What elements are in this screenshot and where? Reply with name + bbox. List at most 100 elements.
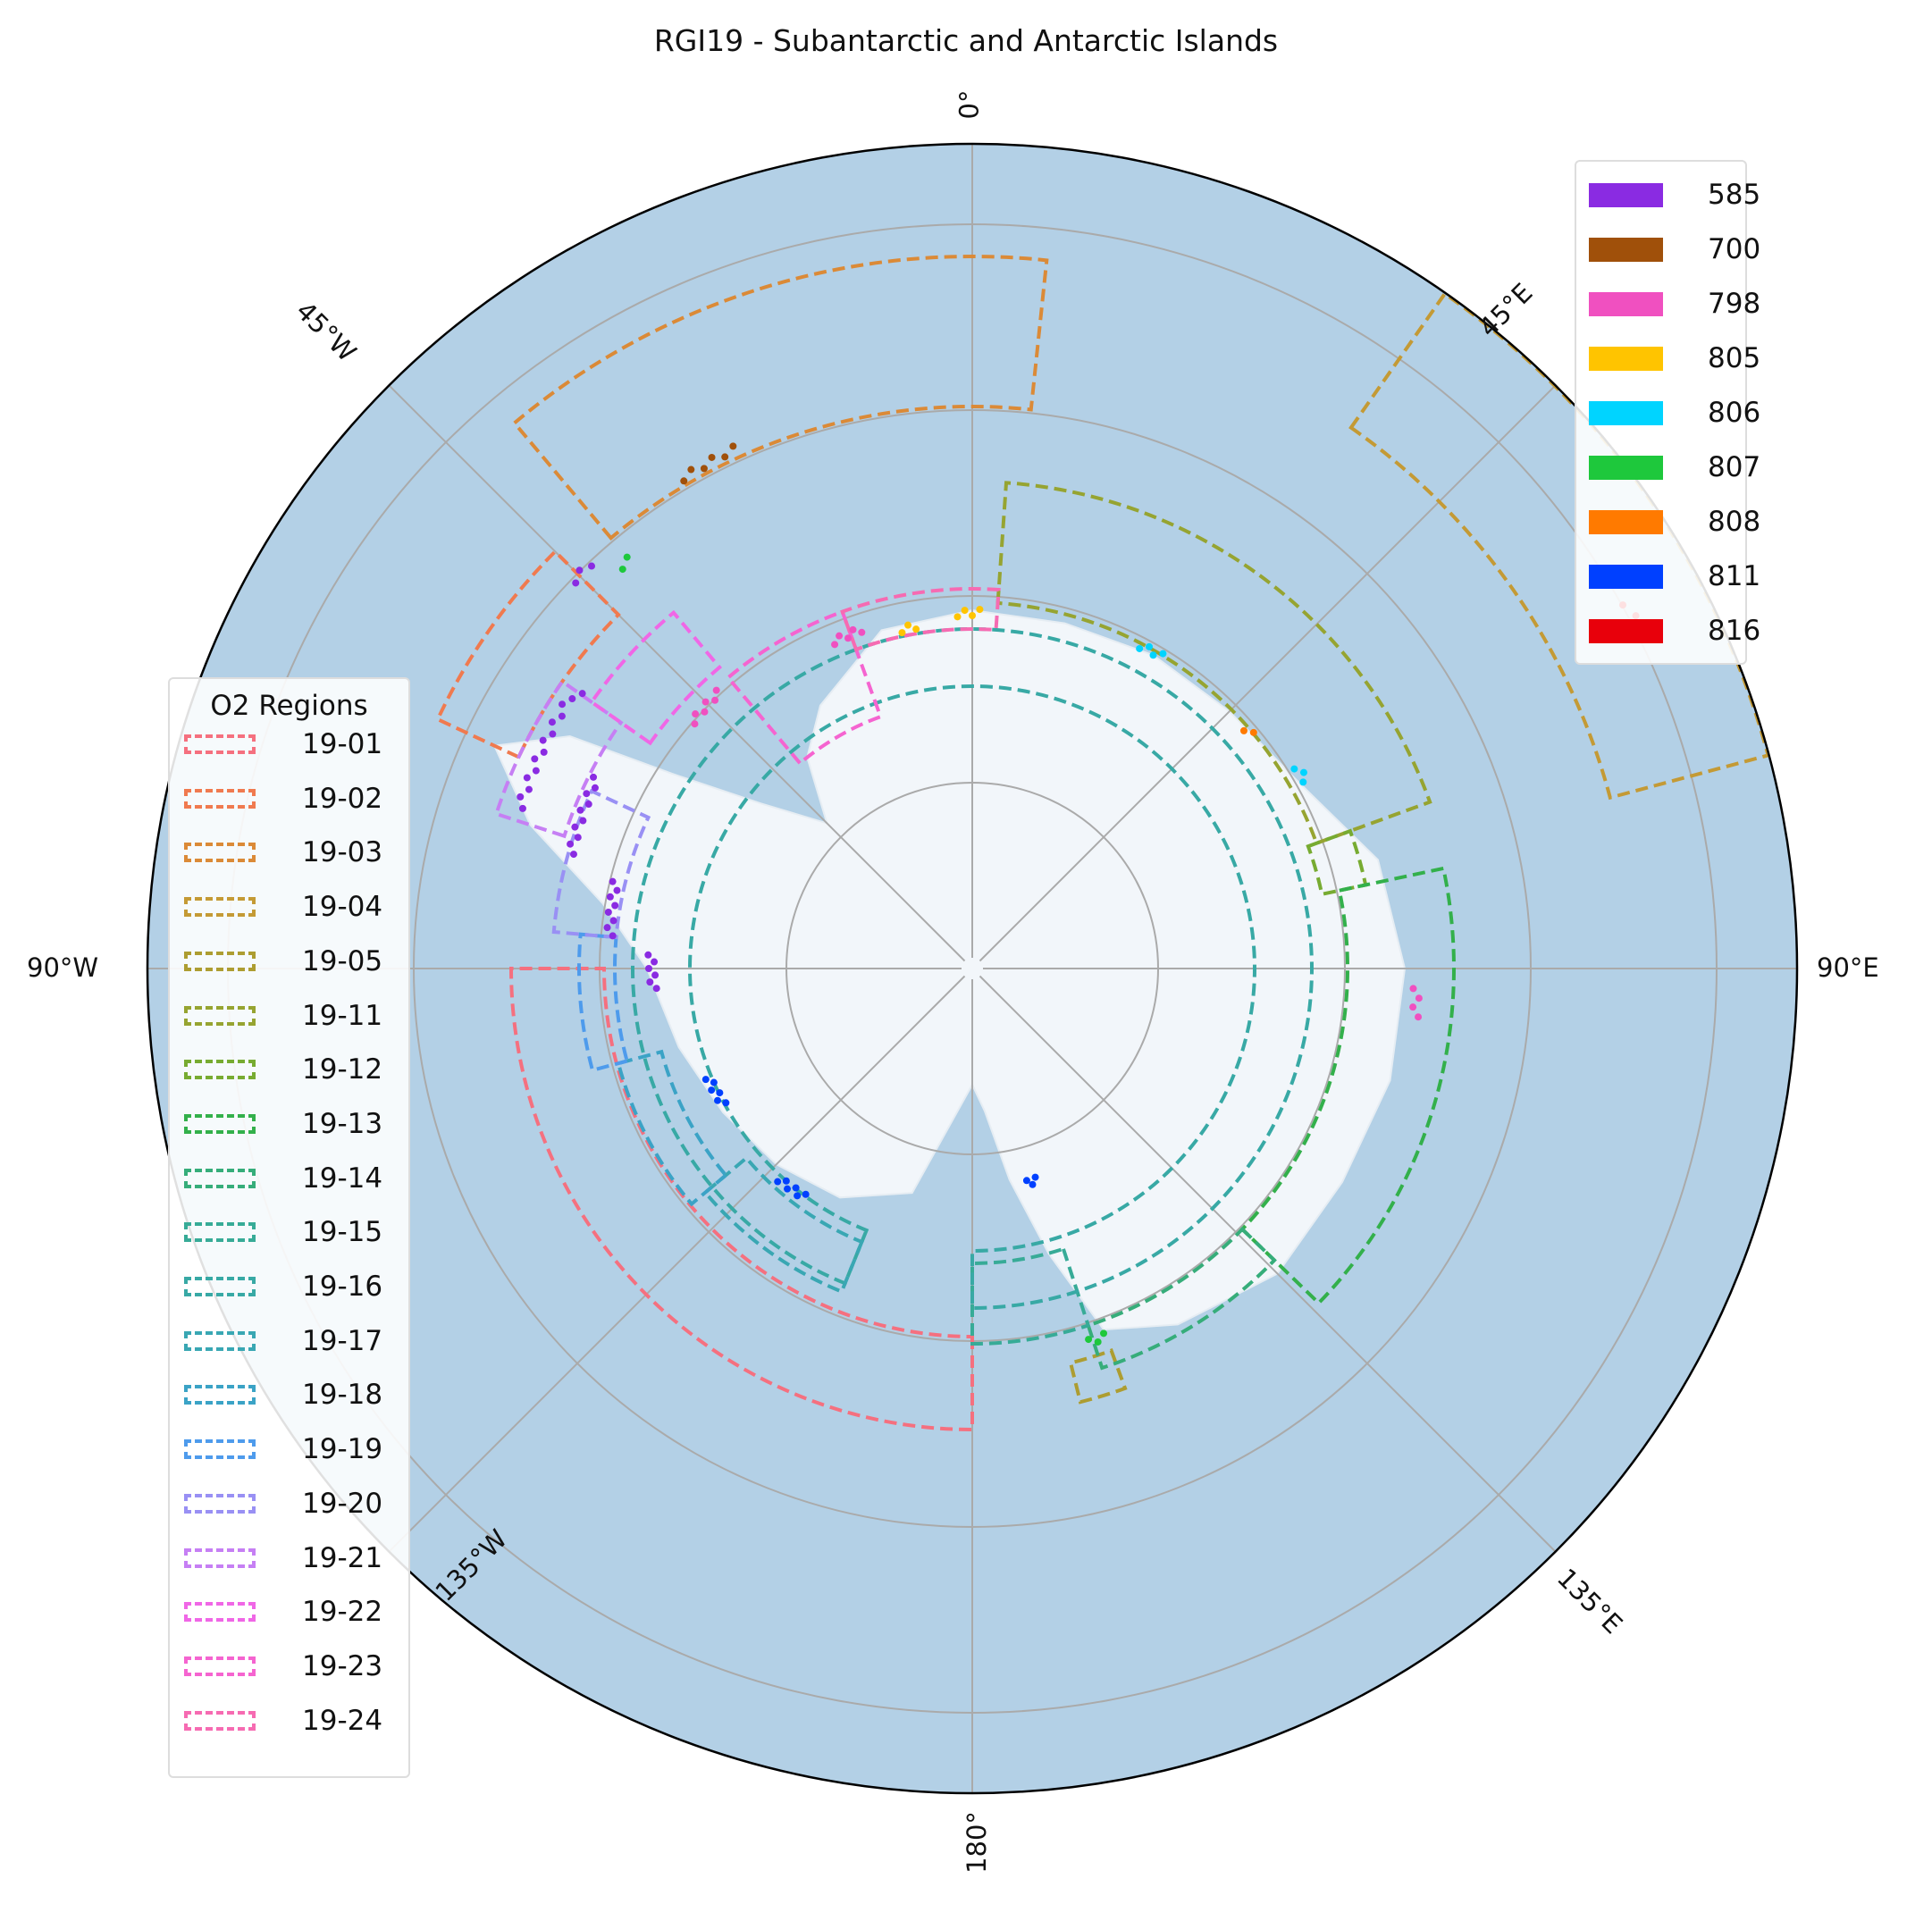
glacier-mark — [1299, 768, 1307, 776]
glacier-mark — [712, 686, 720, 694]
glacier-mark — [1415, 994, 1423, 1002]
region-legend-item: 19-05 — [184, 945, 382, 977]
region-legend-item: 19-17 — [184, 1325, 382, 1357]
value-legend-item: 816 — [1589, 615, 1761, 647]
glacier-mark — [644, 951, 652, 959]
glacier-mark — [849, 625, 857, 633]
legend-label: 19-01 — [302, 728, 383, 760]
glacier-mark — [590, 773, 598, 781]
glacier-mark — [1290, 765, 1298, 773]
tick-label-90w: 90°W — [27, 952, 99, 983]
glacier-mark — [646, 978, 654, 986]
glacier-mark — [575, 566, 584, 575]
glacier-mark — [1159, 650, 1167, 658]
glacier-mark — [572, 579, 580, 587]
legend-dashed-swatch — [184, 1060, 256, 1080]
glacier-mark — [574, 834, 582, 842]
legend-label: 19-12 — [302, 1053, 383, 1086]
region-outline — [589, 609, 722, 746]
legend-label: 19-02 — [302, 782, 383, 815]
glacier-mark — [548, 718, 556, 726]
glacier-mark — [912, 625, 920, 633]
legend-dashed-swatch — [184, 897, 256, 918]
region-legend-item: 19-21 — [184, 1541, 383, 1574]
region-outline — [1086, 1226, 1277, 1371]
glacier-mark — [525, 785, 533, 793]
glacier-mark — [517, 793, 525, 801]
legend-label: 19-22 — [302, 1596, 383, 1629]
glacier-mark — [603, 924, 611, 932]
glacier-mark — [722, 1099, 730, 1107]
glacier-mark — [567, 840, 575, 848]
glacier-mark — [716, 1089, 724, 1097]
region-outline — [1239, 866, 1456, 1306]
glacier-mark — [701, 1076, 710, 1084]
legend-swatch — [1589, 291, 1663, 316]
glacier-mark — [539, 736, 547, 744]
value-legend-item: 585 — [1589, 179, 1760, 211]
region-outline — [616, 1049, 729, 1207]
glacier-mark — [531, 755, 539, 763]
glacier-mark — [784, 1185, 792, 1193]
region-outline — [631, 627, 1314, 1311]
glacier-mark — [961, 607, 969, 615]
glacier-mark — [558, 712, 566, 720]
antarctica-landmass — [492, 608, 1407, 1331]
legend-label: 19-21 — [302, 1541, 383, 1574]
legend-label: 19-23 — [302, 1649, 383, 1682]
region-legend-item: 19-23 — [184, 1649, 383, 1682]
glacier-mark — [609, 877, 617, 885]
tick-label-180: 180° — [961, 1811, 992, 1874]
legend-dashed-swatch — [184, 1439, 256, 1460]
legend-dashed-swatch — [184, 1005, 256, 1026]
legend-dashed-swatch — [184, 1385, 256, 1405]
region-legend-item: 19-13 — [184, 1107, 383, 1140]
glacier-mark — [623, 553, 631, 561]
legend-label: 811 — [1708, 560, 1761, 592]
value-legend-item: 808 — [1589, 506, 1760, 538]
glacier-mark — [576, 806, 584, 814]
glacier-mark — [645, 965, 652, 972]
glacier-mark — [708, 453, 716, 461]
legend-label: 19-19 — [302, 1433, 383, 1466]
region-outline — [508, 967, 974, 1432]
region-legend-item: 19-24 — [184, 1705, 382, 1737]
glacier-mark — [831, 641, 839, 649]
region-outline — [970, 1246, 1091, 1346]
region-legend-item: 19-15 — [184, 1216, 383, 1249]
legend-dashed-swatch — [184, 1277, 256, 1296]
legend-label: 19-04 — [302, 891, 383, 924]
glacier-mark — [568, 695, 576, 703]
legend-swatch — [1589, 182, 1663, 207]
legend-label: 19-13 — [302, 1107, 383, 1140]
legend-label: 806 — [1708, 397, 1761, 429]
legend-label: 798 — [1708, 288, 1761, 320]
glacier-mark — [701, 708, 709, 716]
glacier-mark — [714, 1096, 722, 1104]
map-boundary — [146, 142, 1799, 1795]
glacier-mark — [976, 606, 984, 614]
legend-label: 700 — [1708, 233, 1761, 265]
glacier-mark — [1136, 644, 1144, 652]
glacier-mark — [969, 612, 976, 619]
legend-dashed-swatch — [184, 734, 256, 754]
glacier-mark — [782, 1177, 790, 1185]
region-legend-item: 19-04 — [184, 891, 383, 924]
glacier-mark — [1085, 1336, 1093, 1344]
legend-dashed-swatch — [184, 1168, 256, 1188]
glacier-mark — [794, 1192, 802, 1200]
legend-swatch — [1589, 400, 1663, 425]
legend-dashed-swatch — [184, 1493, 256, 1514]
legend-dashed-swatch — [184, 951, 256, 971]
region-legend-item: 19-02 — [184, 782, 383, 815]
legend-label: 816 — [1708, 615, 1761, 647]
glacier-mark — [559, 700, 567, 709]
glacier-mark — [1022, 1177, 1030, 1185]
glacier-mark — [651, 958, 659, 966]
glacier-mark — [651, 971, 659, 979]
region-legend-item: 19-18 — [184, 1379, 382, 1411]
region-outline — [577, 932, 630, 1073]
legend-label: 19-15 — [302, 1216, 383, 1249]
glacier-mark — [532, 767, 540, 775]
